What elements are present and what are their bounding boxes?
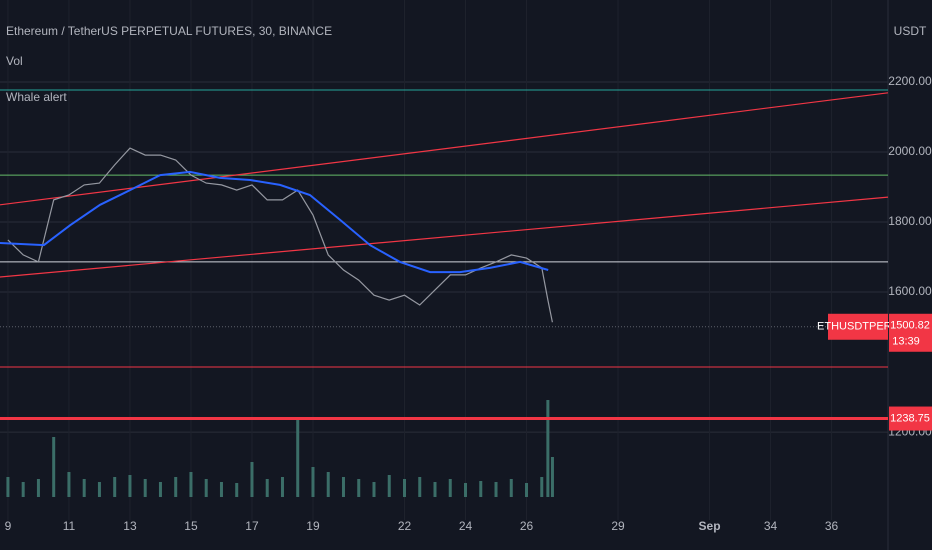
y-tick-label: 1800.00 <box>888 214 932 228</box>
x-tick-label: 13 <box>123 519 137 533</box>
y-tick-label: 1600.00 <box>888 284 932 298</box>
x-tick-label: 11 <box>63 519 76 533</box>
volume-bar <box>433 482 437 497</box>
volume-bar <box>357 479 361 497</box>
x-tick-label: 9 <box>5 519 12 533</box>
volume-bar <box>494 482 498 497</box>
volume-bar <box>418 477 422 497</box>
plot <box>0 89 889 497</box>
volume-bar <box>36 479 40 497</box>
volume-bar <box>143 479 147 497</box>
volume-bar <box>158 482 162 497</box>
volume-bar <box>52 437 56 497</box>
x-tick-label: 34 <box>764 519 778 533</box>
volume-bar <box>189 472 193 497</box>
volume-bar <box>204 479 208 497</box>
volume-bar <box>540 477 544 497</box>
trendline <box>0 196 889 278</box>
volume-bar <box>525 483 529 497</box>
volume-bar <box>550 457 554 497</box>
y-tick-label: 2200.00 <box>888 74 932 88</box>
volume-bar <box>21 482 25 497</box>
moving-average <box>0 170 549 274</box>
volume-bar <box>128 475 132 497</box>
volume-bar <box>6 477 10 497</box>
volume-bar <box>387 475 391 497</box>
volume-bar <box>82 479 86 497</box>
indicator-label: Vol <box>6 54 23 68</box>
volume-bar <box>479 481 483 497</box>
volume-bar <box>296 417 300 497</box>
chart-title: Ethereum / TetherUS PERPETUAL FUTURES, 3… <box>6 24 332 38</box>
volume-bar <box>372 482 376 497</box>
volume-bar <box>464 483 468 497</box>
volume-bar <box>341 477 345 497</box>
indicator-label: Whale alert <box>6 90 67 104</box>
symbol-label: ETHUSDTPERP <box>817 321 899 333</box>
volume-bar <box>113 477 117 497</box>
x-tick-label: 15 <box>184 519 198 533</box>
alert-label: 1238.75 <box>890 412 930 424</box>
volume-bar <box>311 467 315 497</box>
volume-bar <box>326 472 330 497</box>
x-tick-label: 26 <box>520 519 534 533</box>
last-price-label: 1500.82 <box>890 320 930 332</box>
trendline <box>0 92 889 206</box>
x-tick-label: Sep <box>699 519 721 533</box>
volume-bar <box>235 483 239 497</box>
x-tick-label: 22 <box>398 519 412 533</box>
volume-bar <box>546 400 550 497</box>
volume-bar <box>280 477 284 497</box>
volume-bar <box>97 482 101 497</box>
volume-bar <box>67 472 71 497</box>
x-tick-label: 36 <box>825 519 839 533</box>
currency-label: USDT <box>894 24 927 38</box>
price-badge <box>889 313 932 352</box>
alert-badge <box>889 406 932 431</box>
x-tick-label: 24 <box>459 519 473 533</box>
x-tick-label: 17 <box>245 519 259 533</box>
x-tick-label: 19 <box>306 519 320 533</box>
volume-bar <box>174 477 178 497</box>
y-tick-label: 2000.00 <box>888 144 932 158</box>
x-tick-label: 29 <box>611 519 625 533</box>
volume-bar <box>219 482 223 497</box>
symbol-badge <box>828 313 888 340</box>
volume-bar <box>402 479 406 497</box>
volume-bar <box>265 479 269 497</box>
volume-bar <box>448 479 452 497</box>
volume-bar <box>509 479 513 497</box>
volume-bar <box>250 462 254 497</box>
countdown-label: 13:39 <box>892 336 920 348</box>
